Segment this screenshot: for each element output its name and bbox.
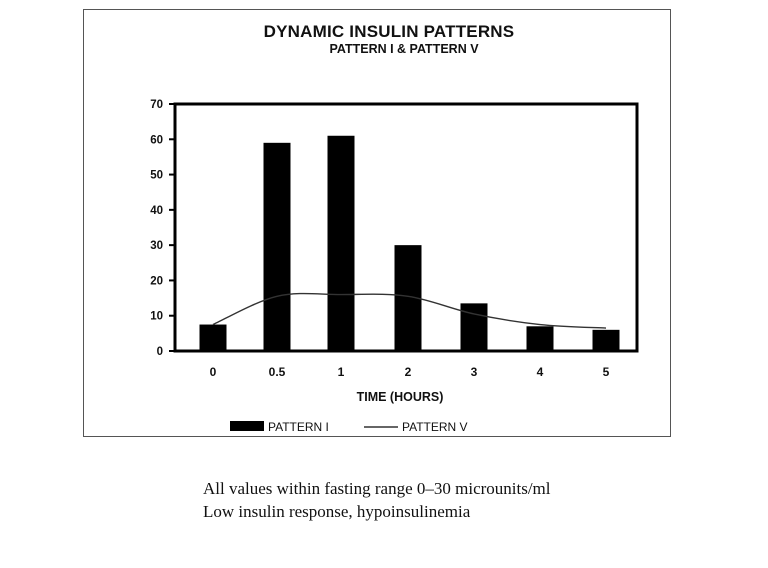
caption-line-1: All values within fasting range 0–30 mic…	[203, 479, 551, 498]
bar-pattern-i	[327, 135, 355, 351]
y-tick-label: 0	[157, 346, 163, 358]
chart-subtitle: PATTERN I & PATTERN V	[329, 42, 479, 56]
y-tick-label: 60	[150, 134, 163, 146]
legend-label-pattern-i: PATTERN I	[268, 420, 329, 434]
line-pattern-v	[212, 292, 607, 329]
caption-line-2: Low insulin response, hypoinsulinemia	[203, 502, 471, 521]
chart-title: DYNAMIC INSULIN PATTERNS	[263, 22, 515, 41]
x-tick-label: 0	[210, 365, 217, 379]
chart-frame	[83, 9, 671, 437]
y-tick-label: 40	[150, 205, 163, 217]
y-tick-label: 20	[150, 275, 163, 287]
y-tick-label: 10	[150, 311, 163, 323]
y-tick-label: 30	[150, 240, 163, 252]
x-axis-label: TIME (HOURS)	[357, 390, 444, 404]
bar-pattern-i	[460, 303, 488, 351]
bar-pattern-i	[592, 329, 620, 351]
x-tick-label: 1	[338, 365, 345, 379]
legend-label-pattern-v: PATTERN V	[402, 420, 468, 434]
y-tick-label: 70	[150, 99, 163, 111]
x-tick-label: 3	[471, 365, 478, 379]
x-tick-label: 0.5	[269, 365, 286, 379]
x-tick-label: 2	[405, 365, 412, 379]
legend-swatch-pattern-i	[230, 421, 264, 431]
bar-pattern-i	[526, 326, 554, 351]
bar-pattern-i	[263, 142, 291, 351]
x-tick-label: 4	[537, 365, 544, 379]
x-tick-label: 5	[603, 365, 610, 379]
bar-pattern-i	[199, 324, 227, 351]
y-tick-label: 50	[150, 170, 163, 182]
